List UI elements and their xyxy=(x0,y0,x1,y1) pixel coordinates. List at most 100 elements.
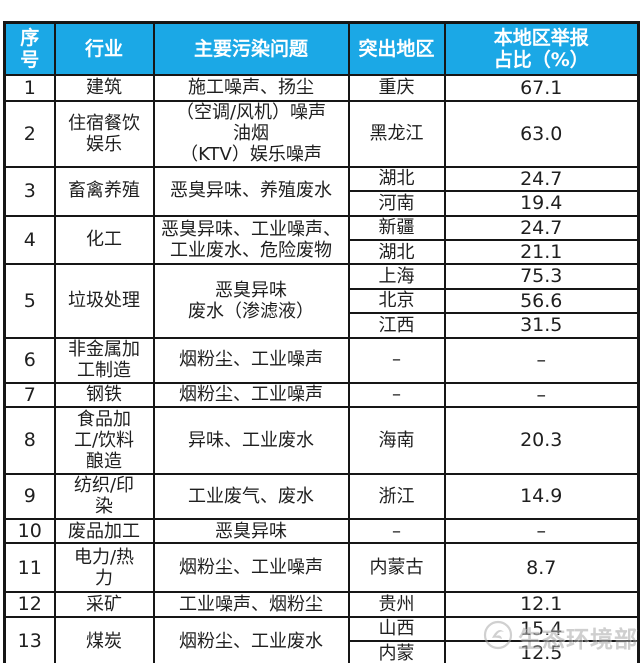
cell-industry: 钢铁 xyxy=(53,381,155,408)
pollution-complaints-table-wrap: 序号 行业 主要污染问题 突出地区 本地区举报 占比（%） 1 建筑 施工噪声、… xyxy=(3,21,640,663)
cell-no: 4 xyxy=(3,214,56,266)
cell-no: 10 xyxy=(3,517,56,545)
cell-region: 北京 xyxy=(347,287,446,315)
table-row: 8 食品加工/饮料酿造 异味、工业废水 海南 20.3 xyxy=(3,405,640,475)
pollution-complaints-table: 序号 行业 主要污染问题 突出地区 本地区举报 占比（%） 1 建筑 施工噪声、… xyxy=(3,21,640,663)
cell-region: – xyxy=(347,381,446,408)
cell-region: 上海 xyxy=(347,263,446,290)
table-row: 6 非金属加工制造 烟粉尘、工业噪声 – – xyxy=(3,336,640,384)
cell-region: – xyxy=(347,336,446,384)
cell-industry: 化工 xyxy=(53,214,155,266)
cell-problems: 工业废气、废水 xyxy=(152,472,350,520)
table-row: 9 纺织/印染 工业废气、废水 浙江 14.9 xyxy=(3,472,640,520)
cell-industry: 垃圾处理 xyxy=(53,263,155,339)
cell-region: 黑龙江 xyxy=(347,100,446,168)
cell-industry: 纺织/印染 xyxy=(53,472,155,520)
cell-pct: 12.5 xyxy=(443,640,640,663)
cell-problems: 烟粉尘、工业噪声 xyxy=(152,336,350,384)
cell-pct: 21.1 xyxy=(443,238,640,266)
cell-no: 6 xyxy=(3,336,56,384)
cell-region: 内蒙 xyxy=(347,640,446,663)
cell-no: 7 xyxy=(3,381,56,408)
cell-industry: 畜禽养殖 xyxy=(53,165,155,217)
cell-region: 湖北 xyxy=(347,165,446,193)
table-row: 12 采矿 工业噪声、烟粉尘 贵州 12.1 xyxy=(3,591,640,618)
cell-region: 河南 xyxy=(347,190,446,217)
cell-pct: – xyxy=(443,336,640,384)
cell-no: 3 xyxy=(3,165,56,217)
table-subrow: 湖北 21.1 xyxy=(5,238,640,266)
cell-region: 海南 xyxy=(347,405,446,475)
cell-problems: 烟粉尘、工业噪声 xyxy=(152,381,350,408)
cell-problems: 异味、工业废水 xyxy=(152,405,350,475)
table-row: 4 化工 恶臭异味、工业噪声、工业废水、危险废物 新疆 24.7 xyxy=(3,214,640,266)
cell-pct: – xyxy=(443,381,640,408)
cell-industry: 废品加工 xyxy=(53,517,155,545)
cell-industry: 采矿 xyxy=(53,591,155,618)
table-subrow: 河南 19.4 xyxy=(5,190,640,217)
cell-pct: 56.6 xyxy=(443,287,640,315)
cell-pct: 19.4 xyxy=(443,190,640,217)
cell-pct: 75.3 xyxy=(443,263,640,290)
cell-industry: 非金属加工制造 xyxy=(53,336,155,384)
cell-industry: 住宿餐饮娱乐 xyxy=(53,100,155,168)
cell-problems: 烟粉尘、工业噪声 xyxy=(152,542,350,594)
cell-problems: 施工噪声、扬尘 xyxy=(152,74,350,102)
cell-region: 湖北 xyxy=(347,238,446,266)
cell-region: 新疆 xyxy=(347,214,446,241)
cell-pct: 63.0 xyxy=(443,100,640,168)
table-row: 5 垃圾处理 恶臭异味 废水（渗滤液） 上海 75.3 xyxy=(3,263,640,339)
cell-pct: 20.3 xyxy=(443,405,640,475)
cell-no: 13 xyxy=(3,615,56,663)
cell-region: 山西 xyxy=(347,615,446,643)
header-cell-industry: 行业 xyxy=(53,21,155,76)
cell-region: – xyxy=(347,517,446,545)
cell-industry: 电力/热力 xyxy=(53,542,155,594)
table-row: 11 电力/热力 烟粉尘、工业噪声 内蒙古 8.7 xyxy=(3,542,640,594)
cell-problems: （空调/风机）噪声 油烟 （KTV）娱乐噪声 xyxy=(152,100,350,168)
cell-problems: 烟粉尘、工业废水 xyxy=(152,615,350,663)
cell-industry: 煤炭 xyxy=(53,615,155,663)
header-cell-problems: 主要污染问题 xyxy=(152,21,350,76)
cell-no: 11 xyxy=(3,542,56,594)
table-row: 10 废品加工 恶臭异味 – – xyxy=(3,517,640,545)
table-subrow: 北京 56.6 xyxy=(5,287,640,315)
cell-pct: 14.9 xyxy=(443,472,640,520)
table-row: 2 住宿餐饮娱乐 （空调/风机）噪声 油烟 （KTV）娱乐噪声 黑龙江 63.0 xyxy=(3,100,640,168)
cell-pct: – xyxy=(443,517,640,545)
cell-pct: 24.7 xyxy=(443,214,640,241)
table-row: 13 煤炭 烟粉尘、工业废水 山西 15.4 xyxy=(3,615,640,663)
cell-no: 12 xyxy=(3,591,56,618)
cell-pct: 15.4 xyxy=(443,615,640,643)
cell-pct: 12.1 xyxy=(443,591,640,618)
cell-pct: 24.7 xyxy=(443,165,640,193)
table-subrow: 江西 31.5 xyxy=(5,312,640,339)
cell-region: 浙江 xyxy=(347,472,446,520)
cell-pct: 31.5 xyxy=(443,312,640,339)
cell-region: 内蒙古 xyxy=(347,542,446,594)
cell-industry: 食品加工/饮料酿造 xyxy=(53,405,155,475)
cell-pct: 67.1 xyxy=(443,74,640,102)
cell-no: 8 xyxy=(3,405,56,475)
table-row: 3 畜禽养殖 恶臭异味、养殖废水 湖北 24.7 xyxy=(3,165,640,217)
cell-no: 2 xyxy=(3,100,56,168)
cell-region: 江西 xyxy=(347,312,446,339)
cell-problems: 工业噪声、烟粉尘 xyxy=(152,591,350,618)
header-row: 序号 行业 主要污染问题 突出地区 本地区举报 占比（%） xyxy=(3,21,640,76)
cell-no: 9 xyxy=(3,472,56,520)
cell-problems: 恶臭异味、工业噪声、工业废水、危险废物 xyxy=(152,214,350,266)
header-cell-pct: 本地区举报 占比（%） xyxy=(443,21,640,76)
cell-industry: 建筑 xyxy=(53,74,155,102)
cell-pct: 8.7 xyxy=(443,542,640,594)
header-cell-no: 序号 xyxy=(3,21,56,76)
cell-no: 5 xyxy=(3,263,56,339)
cell-problems: 恶臭异味 xyxy=(152,517,350,545)
table-row: 7 钢铁 烟粉尘、工业噪声 – – xyxy=(3,381,640,408)
cell-problems: 恶臭异味、养殖废水 xyxy=(152,165,350,217)
header-cell-region: 突出地区 xyxy=(347,21,446,76)
cell-region: 贵州 xyxy=(347,591,446,618)
cell-region: 重庆 xyxy=(347,74,446,102)
cell-no: 1 xyxy=(3,74,56,102)
table-row: 1 建筑 施工噪声、扬尘 重庆 67.1 xyxy=(3,74,640,102)
cell-problems: 恶臭异味 废水（渗滤液） xyxy=(152,263,350,339)
